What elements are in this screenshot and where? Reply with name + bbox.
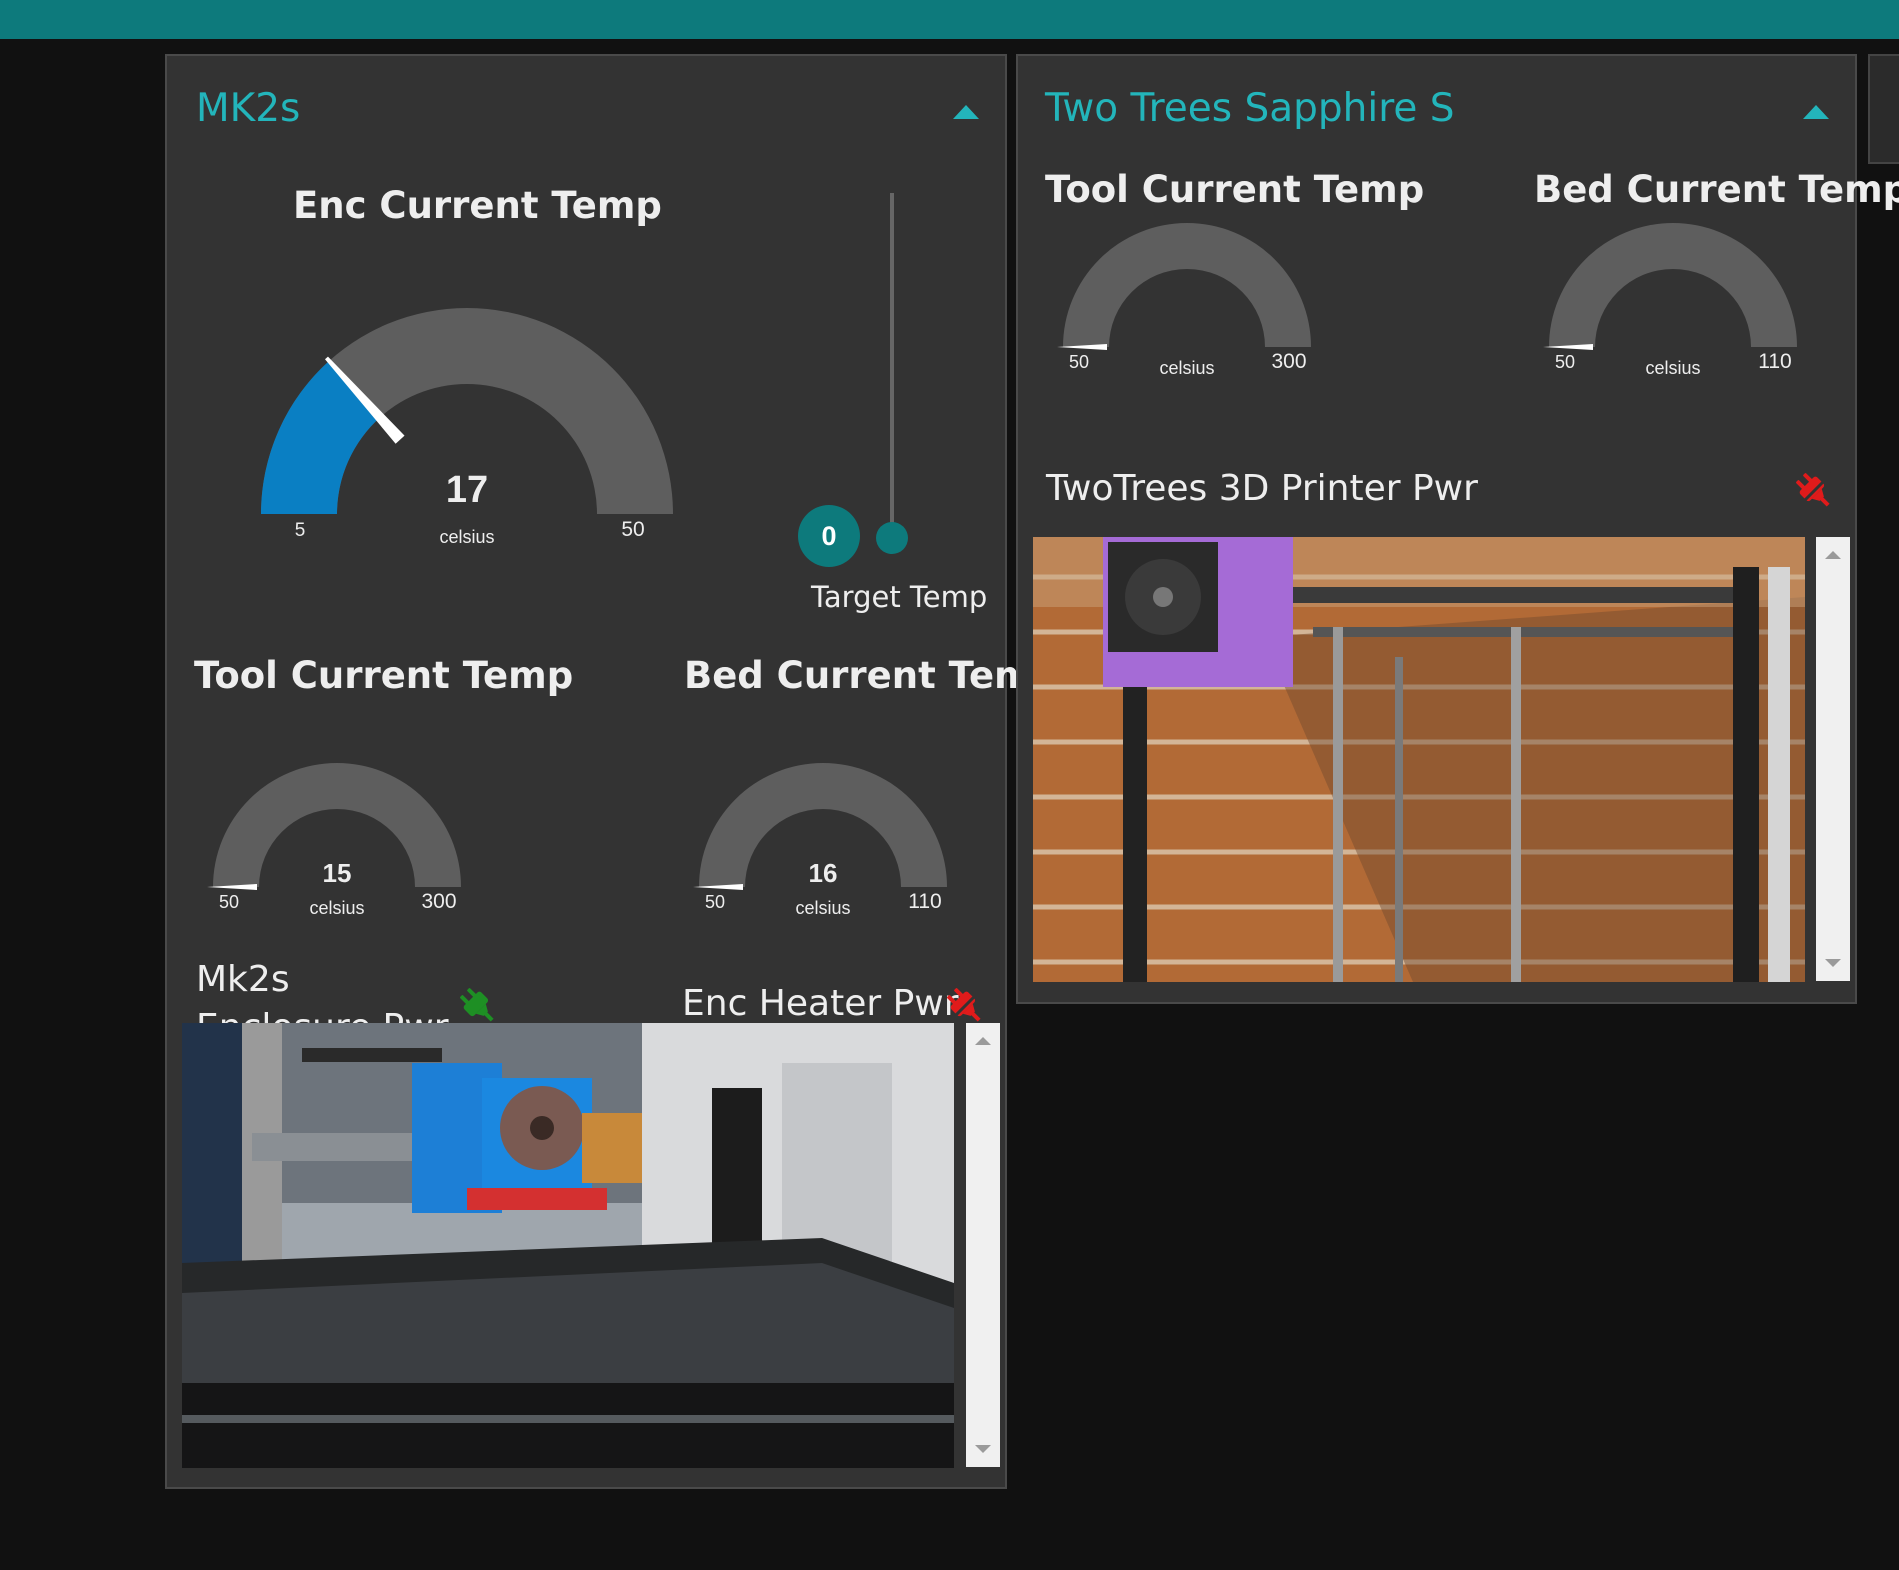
- gauge-units: celsius: [1159, 358, 1214, 378]
- collapse-caret-icon[interactable]: [1803, 105, 1829, 119]
- gauge-max: 110: [908, 890, 941, 913]
- enc-temp-gauge: 17 celsius 5 50: [261, 308, 673, 547]
- gauge-min: 50: [219, 892, 239, 912]
- gauge-units: celsius: [1645, 358, 1700, 378]
- mk2s-camera-scrollbar[interactable]: [966, 1023, 1000, 1467]
- twotrees-camera-scrollbar[interactable]: [1816, 537, 1850, 981]
- printer-pwr-plug-icon[interactable]: [1792, 469, 1836, 513]
- gauge-max: 110: [1758, 350, 1791, 373]
- gauge-value: 16: [809, 858, 838, 888]
- bed-gauge-title: Bed Current Temp: [1534, 168, 1899, 211]
- mk2s-camera-feed: [182, 1023, 954, 1468]
- bed-temp-gauge: 16 celsius 50 110: [693, 763, 947, 918]
- gauge-units: celsius: [309, 898, 364, 918]
- group-title: MK2s: [196, 86, 301, 131]
- bed-gauge-title: Bed Current Temp: [684, 654, 1060, 697]
- tool-gauge-title: Tool Current Temp: [1045, 168, 1425, 211]
- gauge-min: 50: [705, 892, 725, 912]
- target-temp-label: Target Temp: [811, 580, 988, 614]
- printer-pwr-label: TwoTrees 3D Printer Pwr: [1046, 468, 1478, 509]
- enclosure-pwr-line1: Mk2s: [196, 959, 290, 1000]
- gauge-max: 300: [1271, 350, 1306, 373]
- gauge-value: 15: [323, 858, 352, 888]
- target-temp-slider-handle[interactable]: [876, 522, 908, 554]
- enclosure-pwr-plug-icon[interactable]: [456, 984, 500, 1028]
- gauge-value: 17: [446, 469, 488, 511]
- heater-pwr-plug-icon[interactable]: [943, 984, 987, 1028]
- collapse-caret-icon[interactable]: [953, 105, 979, 119]
- top-header-bar: [0, 0, 1899, 39]
- scroll-up-arrow-icon[interactable]: [1825, 551, 1841, 559]
- gauge-min: 50: [1555, 352, 1575, 372]
- gauge-max: 50: [621, 518, 644, 541]
- twotrees-camera-feed: [1033, 537, 1805, 982]
- gauge-units: celsius: [439, 527, 494, 547]
- heater-pwr-label: Enc Heater Pwr: [682, 983, 959, 1024]
- target-temp-value: 0: [798, 505, 860, 567]
- tool-gauge-title: Tool Current Temp: [194, 654, 574, 697]
- scroll-down-arrow-icon[interactable]: [975, 1445, 991, 1453]
- tool-temp-gauge: 15 celsius 50 300: [207, 763, 461, 918]
- scroll-up-arrow-icon[interactable]: [975, 1037, 991, 1045]
- scroll-down-arrow-icon[interactable]: [1825, 959, 1841, 967]
- enc-gauge-title: Enc Current Temp: [293, 184, 662, 227]
- target-temp-slider-track[interactable]: [890, 193, 894, 533]
- gauge-min: 5: [295, 520, 306, 541]
- gauge-max: 300: [421, 890, 456, 913]
- gauge-min: 50: [1069, 352, 1089, 372]
- gauge-units: celsius: [795, 898, 850, 918]
- bed-temp-gauge: celsius 50 110: [1543, 223, 1797, 378]
- next-group-card-edge: [1868, 54, 1899, 164]
- tool-temp-gauge: celsius 50 300: [1057, 223, 1311, 378]
- mk2s-group-card: MK2s Enc Current Temp 17 celsius 5 50 0 …: [165, 54, 1059, 1489]
- group-title: Two Trees Sapphire S: [1045, 86, 1455, 131]
- twotrees-group-card: Two Trees Sapphire S Tool Current Temp c…: [1016, 54, 1899, 1004]
